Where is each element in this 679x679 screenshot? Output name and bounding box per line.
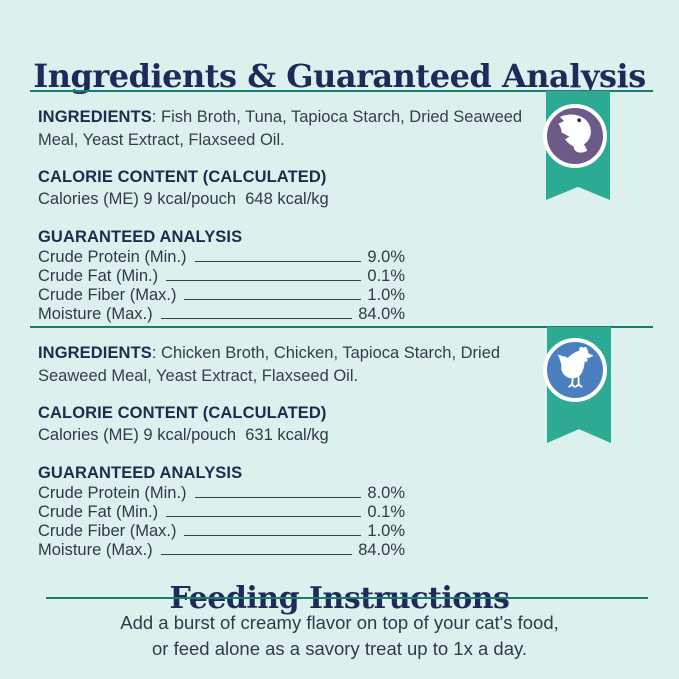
analysis-row-value: 8.0% bbox=[367, 484, 405, 502]
leader-line bbox=[160, 318, 353, 319]
analysis-row: Moisture (Max.) 84.0% bbox=[38, 541, 405, 560]
ingredients-paragraph: INGREDIENTS: Chicken Broth, Chicken, Tap… bbox=[38, 342, 538, 388]
analysis-row-label: Moisture (Max.) bbox=[38, 305, 153, 323]
ingredients-paragraph: INGREDIENTS: Fish Broth, Tuna, Tapioca S… bbox=[38, 106, 538, 152]
ingredients-text: : Fish Broth, Tuna, Tapioca Starch, Drie… bbox=[38, 108, 523, 149]
fish-badge bbox=[543, 104, 607, 168]
leader-line bbox=[194, 261, 362, 262]
feeding-instructions: Add a burst of creamy flavor on top of y… bbox=[0, 610, 679, 662]
ingredients-label: INGREDIENTS bbox=[38, 344, 152, 362]
feeding-line-2: or feed alone as a savory treat up to 1x… bbox=[151, 638, 528, 659]
calorie-text: Calories (ME) 9 kcal/pouch 648 kcal/kg bbox=[38, 190, 329, 208]
analysis-table: Crude Protein (Min.) 8.0% Crude Fat (Min… bbox=[38, 484, 405, 560]
ingredients-text: : Chicken Broth, Chicken, Tapioca Starch… bbox=[38, 344, 501, 385]
calorie-text: Calories (ME) 9 kcal/pouch 631 kcal/kg bbox=[38, 426, 329, 444]
analysis-row-label: Crude Fiber (Max.) bbox=[38, 522, 177, 540]
chicken-badge bbox=[543, 338, 607, 402]
analysis-row-value: 1.0% bbox=[367, 522, 405, 540]
analysis-row-label: Moisture (Max.) bbox=[38, 541, 153, 559]
analysis-row-label: Crude Protein (Min.) bbox=[38, 248, 187, 266]
analysis-row-label: Crude Fiber (Max.) bbox=[38, 286, 177, 304]
calorie-heading: CALORIE CONTENT (CALCULATED) bbox=[38, 168, 327, 186]
section-chicken: INGREDIENTS: Chicken Broth, Chicken, Tap… bbox=[38, 342, 538, 560]
analysis-row: Crude Protein (Min.) 9.0% bbox=[38, 248, 405, 267]
analysis-row-value: 0.1% bbox=[367, 267, 405, 285]
analysis-row-value: 0.1% bbox=[367, 503, 405, 521]
leader-line bbox=[166, 516, 362, 517]
analysis-heading: GUARANTEED ANALYSIS bbox=[38, 228, 243, 246]
section-fish: INGREDIENTS: Fish Broth, Tuna, Tapioca S… bbox=[38, 106, 538, 324]
ingredients-label: INGREDIENTS bbox=[38, 108, 152, 126]
leader-line bbox=[194, 497, 362, 498]
feeding-line-1: Add a burst of creamy flavor on top of y… bbox=[120, 612, 559, 633]
analysis-heading: GUARANTEED ANALYSIS bbox=[38, 464, 243, 482]
section-divider bbox=[30, 326, 653, 328]
analysis-row: Crude Fat (Min.) 0.1% bbox=[38, 503, 405, 522]
hen-icon bbox=[552, 345, 598, 396]
feeding-divider bbox=[46, 597, 648, 599]
analysis-row-value: 84.0% bbox=[358, 541, 405, 559]
header-divider bbox=[30, 90, 653, 92]
analysis-row: Crude Fat (Min.) 0.1% bbox=[38, 267, 405, 286]
analysis-row: Crude Protein (Min.) 8.0% bbox=[38, 484, 405, 503]
fish-icon bbox=[553, 112, 597, 161]
leader-line bbox=[184, 299, 362, 300]
calorie-heading: CALORIE CONTENT (CALCULATED) bbox=[38, 404, 327, 422]
analysis-row-label: Crude Fat (Min.) bbox=[38, 267, 159, 285]
analysis-row-label: Crude Protein (Min.) bbox=[38, 484, 187, 502]
analysis-row-value: 9.0% bbox=[367, 248, 405, 266]
analysis-row-label: Crude Fat (Min.) bbox=[38, 503, 159, 521]
leader-line bbox=[160, 554, 353, 555]
analysis-row-value: 1.0% bbox=[367, 286, 405, 304]
leader-line bbox=[184, 535, 362, 536]
analysis-row: Crude Fiber (Max.) 1.0% bbox=[38, 522, 405, 541]
analysis-row: Moisture (Max.) 84.0% bbox=[38, 305, 405, 324]
analysis-table: Crude Protein (Min.) 9.0% Crude Fat (Min… bbox=[38, 248, 405, 324]
page-title: Ingredients & Guaranteed Analysis bbox=[33, 57, 646, 96]
leader-line bbox=[166, 280, 362, 281]
analysis-row: Crude Fiber (Max.) 1.0% bbox=[38, 286, 405, 305]
analysis-row-value: 84.0% bbox=[358, 305, 405, 323]
